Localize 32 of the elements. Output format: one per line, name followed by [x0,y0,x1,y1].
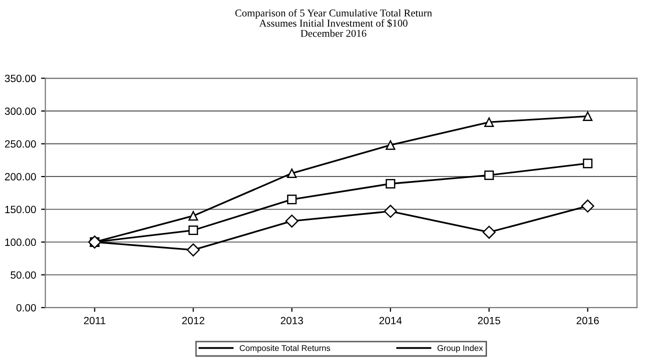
legend-label: Group Index [438,344,483,353]
point [582,111,592,122]
point [484,170,494,180]
point [384,204,397,218]
x-tick-label: 2013 [280,316,303,324]
point [484,117,494,127]
x-tick-label: 2011 [84,316,106,324]
x-tick-label: 2014 [379,316,402,324]
point [188,211,198,221]
y-tick-label: 200.00 [4,173,36,180]
y-tick-label: 150.00 [5,206,36,214]
y-tick-label: 100.00 [5,238,36,246]
point [188,225,198,236]
y-tick-label: 50.00 [10,271,36,279]
x-tick-label: 2016 [576,316,599,324]
point [285,214,298,228]
point [287,168,297,178]
point [582,158,592,168]
y-tick-label: 250.00 [4,140,36,148]
y-tick-label: 300.00 [4,108,36,115]
x-tick-label: 2015 [478,316,500,324]
point [287,194,297,204]
point [186,243,200,256]
chart-title: Comparison of 5 Year Cumulative Total Return Assumes Initial Investment of $100 December 2016 [235,9,432,37]
x-tick-label: 2012 [182,316,204,324]
y-tick-label: 350.00 [4,74,36,82]
legend-label: Composite Total Returns [240,344,330,353]
point [581,200,594,213]
point [482,226,496,239]
y-tick-label: 0.00 [16,304,36,312]
point [386,140,396,150]
point [386,178,396,189]
